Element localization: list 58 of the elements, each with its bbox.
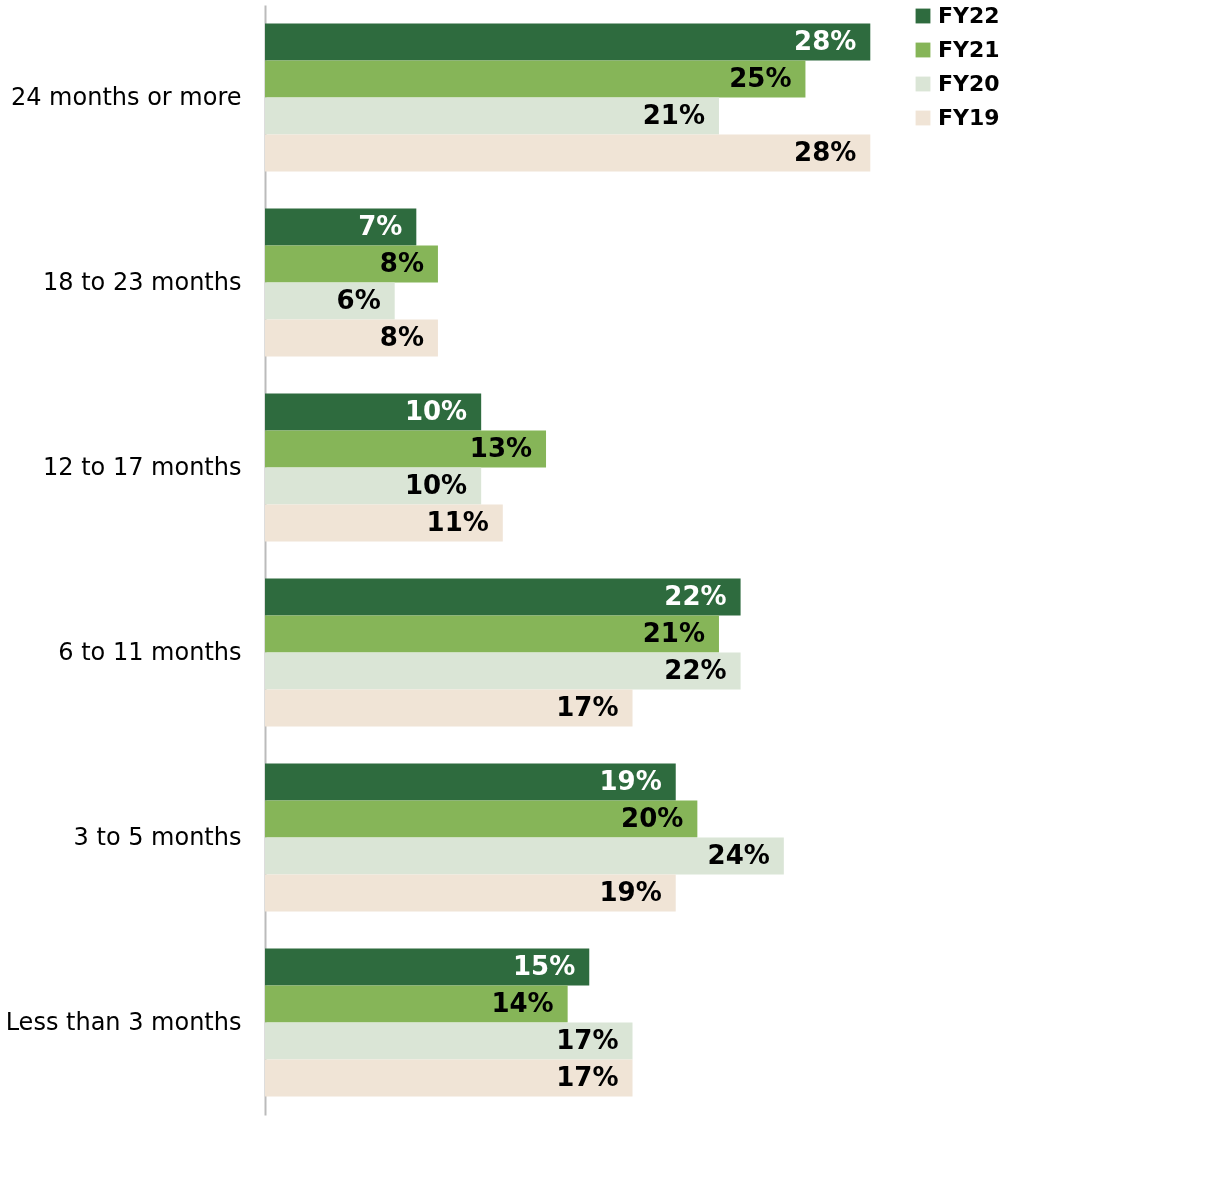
bar bbox=[265, 208, 417, 246]
data-label: 13% bbox=[469, 433, 533, 463]
bar bbox=[265, 578, 741, 616]
bar bbox=[265, 652, 741, 690]
data-label: 14% bbox=[491, 988, 554, 1018]
bar bbox=[265, 689, 633, 727]
y-tick-label: Less than 3 months bbox=[5, 1007, 242, 1036]
data-label: 22% bbox=[664, 581, 727, 611]
data-label: 22% bbox=[664, 655, 727, 685]
bar bbox=[265, 948, 590, 986]
bar bbox=[265, 97, 719, 135]
bar bbox=[265, 763, 676, 801]
y-tick-label: 3 to 5 months bbox=[73, 822, 242, 851]
bar bbox=[265, 1059, 633, 1097]
data-label: 17% bbox=[556, 1025, 619, 1055]
data-label: 8% bbox=[379, 248, 424, 278]
bar bbox=[265, 134, 871, 172]
data-label: 24% bbox=[707, 840, 770, 870]
legend-label: FY20 bbox=[938, 71, 1000, 96]
data-label: 21% bbox=[642, 618, 705, 648]
data-label: 20% bbox=[621, 803, 684, 833]
data-label: 10% bbox=[404, 396, 468, 426]
bar bbox=[265, 467, 482, 505]
bar bbox=[265, 282, 395, 320]
data-label: 7% bbox=[358, 211, 403, 241]
bar bbox=[265, 800, 698, 838]
bar bbox=[265, 504, 503, 542]
bar bbox=[265, 874, 676, 912]
y-tick-label: 18 to 23 months bbox=[43, 267, 242, 296]
bar bbox=[265, 1022, 633, 1060]
bar bbox=[265, 60, 806, 98]
bar bbox=[265, 245, 438, 283]
data-label: 15% bbox=[513, 951, 576, 981]
y-tick-label: 6 to 11 months bbox=[58, 637, 242, 666]
bar bbox=[265, 393, 482, 431]
data-label: 10% bbox=[404, 470, 468, 500]
data-label: 6% bbox=[336, 285, 381, 315]
data-label: 11% bbox=[426, 507, 489, 537]
data-label: 19% bbox=[599, 877, 662, 907]
bar bbox=[265, 23, 871, 61]
legend-label: FY19 bbox=[938, 105, 1000, 130]
legend-label: FY21 bbox=[938, 37, 1000, 62]
data-label: 8% bbox=[379, 322, 424, 352]
bar bbox=[265, 837, 784, 875]
bar bbox=[265, 319, 438, 357]
data-label: 28% bbox=[794, 137, 857, 167]
data-label: 25% bbox=[729, 63, 792, 93]
data-label: 21% bbox=[642, 100, 705, 130]
bar bbox=[265, 985, 568, 1023]
y-tick-label: 12 to 17 months bbox=[43, 452, 242, 481]
data-label: 17% bbox=[556, 692, 619, 722]
data-label: 17% bbox=[556, 1062, 619, 1092]
bar bbox=[265, 430, 547, 468]
y-tick-label: 24 months or more bbox=[10, 82, 242, 111]
data-label: 28% bbox=[794, 26, 857, 56]
data-label: 19% bbox=[599, 766, 662, 796]
legend-label: FY22 bbox=[938, 3, 1000, 28]
bar bbox=[265, 615, 719, 653]
